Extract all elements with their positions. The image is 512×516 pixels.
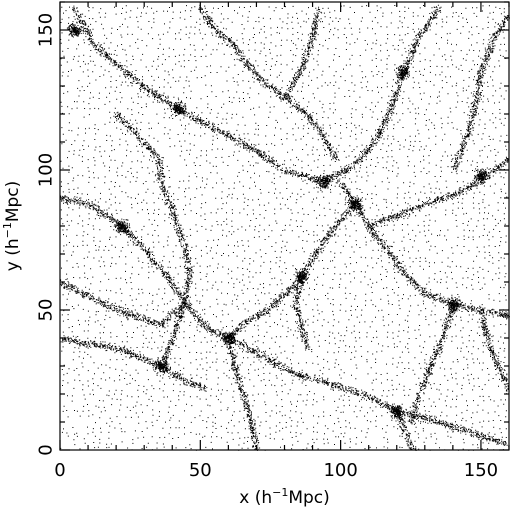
y-tick-label: 50 (36, 299, 57, 322)
x-tick-label: 100 (323, 460, 357, 481)
x-tick-label: 0 (54, 460, 65, 481)
tick-labels: 0 50 100 150 0 50 100 150 (36, 13, 499, 481)
x-tick-label: 50 (189, 460, 212, 481)
x-axis-label: x (h−1Mpc) (239, 486, 330, 508)
scatter-point-cloud (60, 4, 510, 451)
x-tick-label: 150 (464, 460, 498, 481)
y-tick-label: 0 (36, 444, 57, 455)
y-tick-label: 150 (36, 13, 57, 47)
y-tick-label: 100 (36, 153, 57, 187)
particle-points (60, 4, 510, 451)
axis-ticks (59, 1, 510, 451)
y-axis-label: y (h−1Mpc) (1, 181, 23, 272)
